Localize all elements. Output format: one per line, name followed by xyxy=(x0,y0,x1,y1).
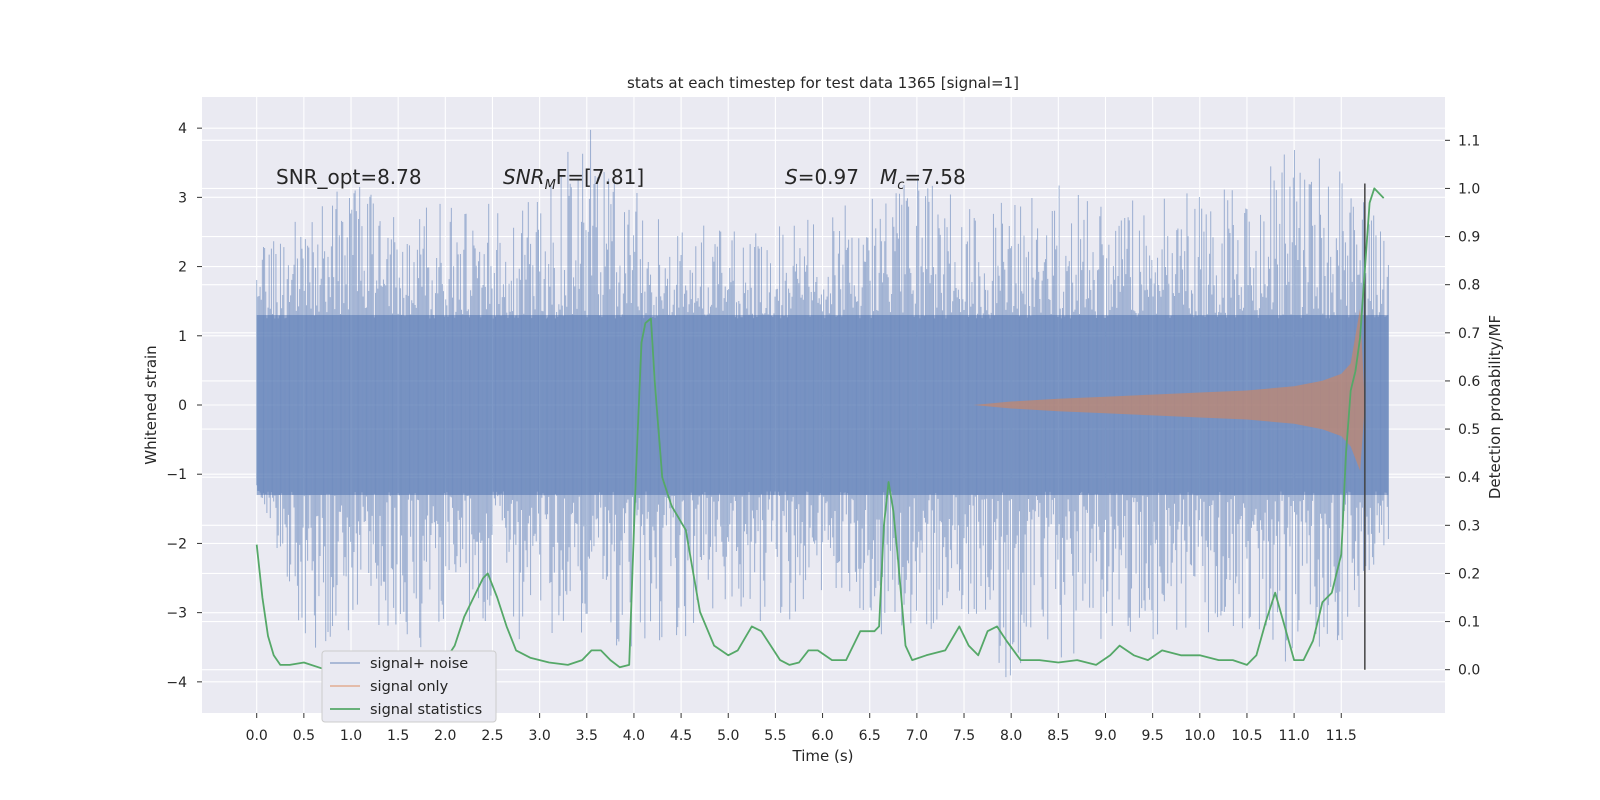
y-tick-label: 1 xyxy=(178,329,187,345)
x-tick-label: 11.5 xyxy=(1326,728,1357,744)
x-tick-label: 6.5 xyxy=(859,728,881,744)
x-tick-label: 1.0 xyxy=(340,728,362,744)
signal-statistics-line xyxy=(255,187,1385,671)
x-tick-label: 7.5 xyxy=(953,728,975,744)
mc-main: M xyxy=(880,165,897,189)
x-tick-label: 9.0 xyxy=(1094,728,1116,744)
axis-ticks: 0.0 0.5 1.0 1.5 2.0 2.5 3.0 3.5 4.0 4.5 5.0 5.5 6.0 6… xyxy=(166,121,1480,744)
y-tick-label: −3 xyxy=(166,606,187,622)
snr-opt-annotation: SNR_opt=8.78 xyxy=(276,165,422,189)
x-tick-label: 5.5 xyxy=(764,728,786,744)
s-label: S xyxy=(785,165,798,189)
x-tick-label: 10.5 xyxy=(1231,728,1262,744)
x-tick-label: 8.0 xyxy=(1000,728,1022,744)
mc-annotation: Mc=7.58 xyxy=(880,165,966,193)
x-tick-label: 8.5 xyxy=(1047,728,1069,744)
y-tick-label: 4 xyxy=(178,121,187,137)
y-axis-label: Whitened strain xyxy=(142,345,160,464)
mc-value: =7.58 xyxy=(904,165,965,189)
x-tick-label: 6.0 xyxy=(811,728,833,744)
s-value: =0.97 xyxy=(798,165,859,189)
y-right-tick-label: 1.0 xyxy=(1458,181,1480,197)
x-tick-label: 11.0 xyxy=(1279,728,1310,744)
y-right-tick-label: 0.2 xyxy=(1458,566,1480,582)
y-tick-label: −1 xyxy=(166,467,187,483)
x-tick-label: 1.5 xyxy=(387,728,409,744)
x-tick-label: 7.0 xyxy=(906,728,928,744)
mc-sub: c xyxy=(897,178,904,193)
signal-only-area xyxy=(973,308,1389,471)
x-tick-label: 0.5 xyxy=(293,728,315,744)
legend: signal+ noise signal only signal statist… xyxy=(321,650,497,723)
y-tick-label: 0 xyxy=(178,398,187,414)
snr-mf-tail: F=[7.81] xyxy=(556,165,644,189)
legend-label-noise: signal+ noise xyxy=(370,656,468,672)
x-tick-label: 2.5 xyxy=(481,728,503,744)
x-tick-label: 0.0 xyxy=(246,728,268,744)
y-axis-right-label: Detection probability/MF xyxy=(1486,315,1504,499)
y-right-tick-label: 0.9 xyxy=(1458,230,1480,246)
y-right-tick-label: 0.7 xyxy=(1458,326,1480,342)
x-tick-label: 10.0 xyxy=(1184,728,1215,744)
x-tick-label: 4.5 xyxy=(670,728,692,744)
y-tick-label: −4 xyxy=(166,675,187,691)
legend-label-stats: signal statistics xyxy=(370,702,482,718)
y-tick-label: 3 xyxy=(178,190,187,206)
y-right-tick-label: 0.3 xyxy=(1458,518,1480,534)
legend-box xyxy=(321,650,497,723)
y-right-tick-label: 0.5 xyxy=(1458,422,1480,438)
y-right-tick-label: 0.6 xyxy=(1458,374,1480,390)
snr-mf-main: SNR xyxy=(503,165,545,189)
y-right-tick-label: 1.1 xyxy=(1458,133,1480,149)
y-tick-label: −2 xyxy=(166,536,187,552)
x-tick-label: 4.0 xyxy=(623,728,645,744)
x-tick-label: 3.0 xyxy=(528,728,550,744)
signal-statistics-series xyxy=(255,187,1385,671)
snr-mf-annotation: SNRMF=[7.81] xyxy=(503,165,644,193)
x-tick-label: 9.5 xyxy=(1142,728,1164,744)
x-tick-label: 5.0 xyxy=(717,728,739,744)
signal-only-series xyxy=(973,308,1389,471)
s-annotation: S=0.97 xyxy=(785,165,859,189)
x-axis-label: Time (s) xyxy=(792,747,854,765)
chart-title: stats at each timestep for test data 136… xyxy=(627,74,1019,92)
y-right-tick-label: 0.1 xyxy=(1458,615,1480,631)
y-tick-label: 2 xyxy=(178,260,187,276)
y-right-tick-label: 0.8 xyxy=(1458,278,1480,294)
x-tick-label: 3.5 xyxy=(576,728,598,744)
y-right-tick-label: 0.0 xyxy=(1458,663,1480,679)
legend-label-signal: signal only xyxy=(370,679,449,695)
y-right-tick-label: 0.4 xyxy=(1458,470,1480,486)
snr-mf-sub: M xyxy=(545,178,556,193)
x-tick-label: 2.0 xyxy=(434,728,456,744)
